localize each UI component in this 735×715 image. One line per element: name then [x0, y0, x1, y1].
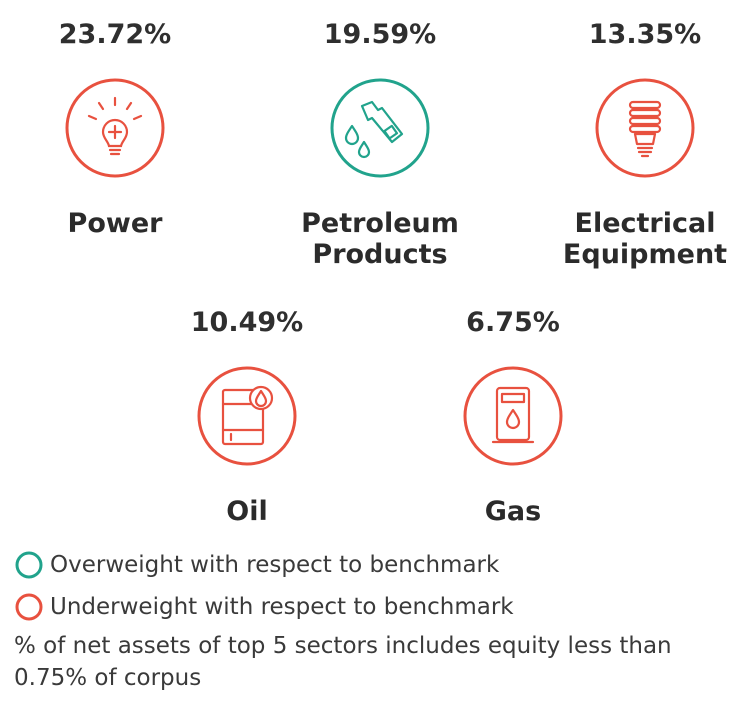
sector-value: 23.72%: [58, 19, 172, 50]
sector-value: 19.59%: [323, 19, 437, 50]
sector-name: Electrical Equipment: [562, 208, 728, 270]
sector-oil: 10.49% Oil: [137, 306, 357, 527]
sector-power: 23.72% Power: [5, 18, 225, 239]
gas-pump-icon: [461, 364, 565, 468]
sector-name: Gas: [484, 496, 542, 527]
green-ring-icon: [14, 550, 44, 580]
red-ring-icon: [14, 592, 44, 622]
sector-value: 13.35%: [588, 19, 702, 50]
sector-electrical-equipment: 13.35% Electrical Equipment: [535, 18, 735, 270]
legend-label: Overweight with respect to benchmark: [50, 552, 500, 578]
footnote: % of net assets of top 5 sectors include…: [14, 633, 672, 691]
sector-gas: 6.75% Gas: [403, 306, 623, 527]
legend-overweight: Overweight with respect to benchmark: [14, 550, 499, 580]
sector-name: Petroleum Products: [301, 208, 459, 270]
sector-value: 6.75%: [466, 307, 560, 338]
fuel-nozzle-icon: [328, 76, 432, 180]
legend-underweight: Underweight with respect to benchmark: [14, 592, 514, 622]
oil-barrel-icon: [195, 364, 299, 468]
lightbulb-icon: [63, 76, 167, 180]
sector-value: 10.49%: [190, 307, 304, 338]
sector-name: Oil: [226, 496, 268, 527]
legend-label: Underweight with respect to benchmark: [50, 594, 514, 620]
cfl-bulb-icon: [593, 76, 697, 180]
sector-petroleum-products: 19.59% Petroleum Products: [270, 18, 490, 270]
sector-name: Power: [67, 208, 163, 239]
